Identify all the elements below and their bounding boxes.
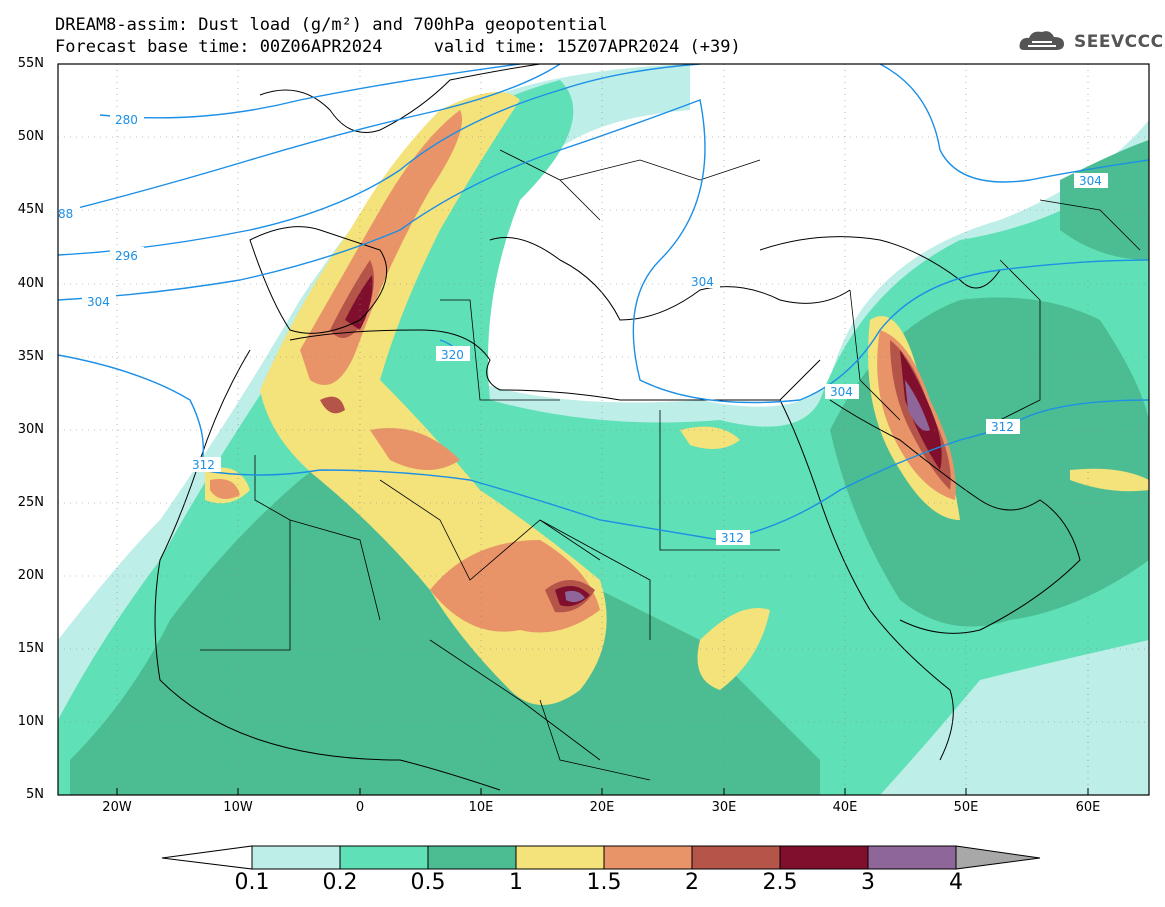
contour-label: 320 <box>441 348 464 362</box>
title-line-2: Forecast base time: 00Z06APR2024 valid t… <box>55 37 741 57</box>
lat-label: 50N <box>17 129 44 144</box>
colorbar <box>161 845 1041 870</box>
logo-text: SEEVCCC <box>1074 32 1164 52</box>
lon-label: 60E <box>1075 800 1101 815</box>
contour-label: 304 <box>1079 174 1102 188</box>
contour-label: 312 <box>192 458 215 472</box>
contour-label: 296 <box>115 249 138 263</box>
contour-label: 304 <box>87 295 110 309</box>
lon-label: 50E <box>953 800 979 815</box>
colorbar-label: 4 <box>949 870 963 895</box>
colorbar-label: 0.2 <box>322 870 358 895</box>
lat-label: 35N <box>17 349 44 364</box>
lon-label: 0 <box>355 800 365 815</box>
cloud-icon <box>1019 31 1064 50</box>
lat-label: 5N <box>26 787 44 802</box>
lat-label: 45N <box>17 202 44 217</box>
title-line-1: DREAM8-assim: Dust load (g/m²) and 700hP… <box>55 15 608 35</box>
lon-label: 20E <box>589 800 615 815</box>
colorbar-label: 1 <box>509 870 523 895</box>
colorbar-label: 3 <box>861 870 875 895</box>
lat-label: 15N <box>17 641 44 656</box>
contour-label: 312 <box>991 420 1014 434</box>
contour-label: 312 <box>721 531 744 545</box>
lat-label: 30N <box>17 422 44 437</box>
lat-label: 20N <box>17 568 44 583</box>
colorbar-label: 2 <box>685 870 699 895</box>
lat-label: 40N <box>17 276 44 291</box>
colorbar-label: 0.5 <box>410 870 446 895</box>
lon-label: 10E <box>468 800 494 815</box>
country-borders <box>200 149 1141 781</box>
lon-label: 40E <box>832 800 858 815</box>
contour-label: 304 <box>830 385 853 399</box>
colorbar-label: 1.5 <box>586 870 622 895</box>
lon-label: 10W <box>223 800 253 815</box>
lat-label: 55N <box>17 56 44 71</box>
contour-label: 280 <box>115 113 138 127</box>
contour-label: 88 <box>58 207 73 221</box>
contour-label: 304 <box>691 275 714 289</box>
lat-label: 10N <box>17 714 44 729</box>
lat-label: 25N <box>17 495 44 510</box>
lon-label: 20W <box>102 800 132 815</box>
lon-label: 30E <box>711 800 737 815</box>
dust-layer-purple <box>565 380 930 603</box>
colorbar-label: 2.5 <box>762 870 798 895</box>
colorbar-label: 0.1 <box>234 870 270 895</box>
